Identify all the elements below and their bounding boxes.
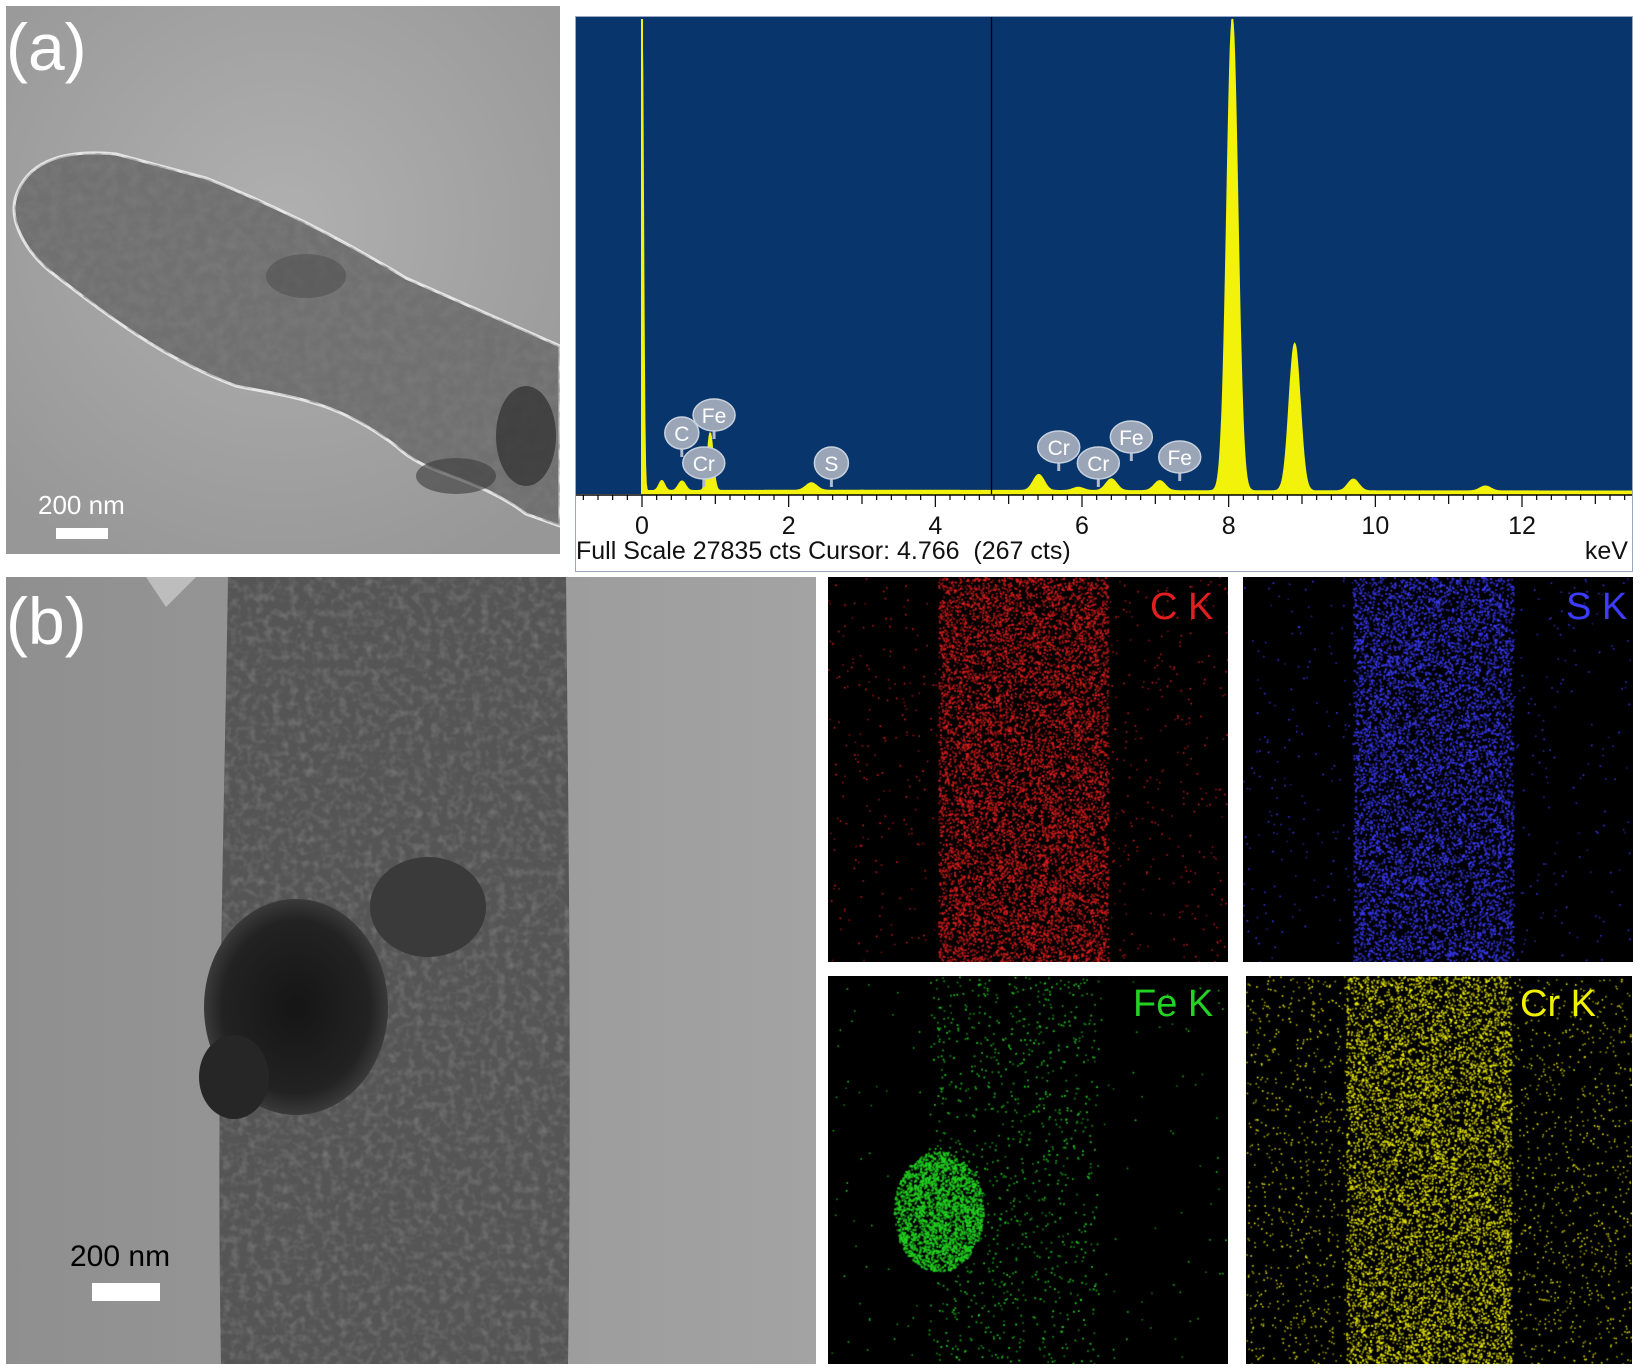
x-tick-label: 8 <box>1222 512 1236 540</box>
eds-spectrum: 0 2 4 6 8 10 12 C Fe Cr S Cr Cr Fe Fe Full Scale 27835… <box>575 16 1633 572</box>
scale-bar-a <box>56 528 108 539</box>
tem-image-b-graphic <box>6 577 816 1364</box>
map-c-k <box>828 577 1228 962</box>
map-s-k-label: S K <box>1566 586 1628 628</box>
tem-image-a <box>6 6 560 554</box>
tem-image-a-graphic <box>6 6 560 554</box>
scale-bar-label-b: 200 nm <box>70 1240 171 1273</box>
spectrum-plot-area <box>576 17 1632 494</box>
peak-marker-cr: Cr <box>1036 430 1081 471</box>
eds-spectrum-plot: 0 2 4 6 8 10 12 C Fe Cr S Cr Cr Fe Fe <box>576 17 1633 540</box>
peak-marker-fe: Fe <box>1109 420 1154 461</box>
map-fe-k <box>828 976 1228 1364</box>
map-fe-k-label: Fe K <box>1133 983 1214 1025</box>
x-tick-label: 0 <box>635 512 649 540</box>
map-fe-k-canvas <box>828 976 1228 1364</box>
scale-bar-label-a: 200 nm <box>38 490 125 520</box>
spectrum-footer: Full Scale 27835 cts Cursor: 4.766 (267 … <box>576 537 1071 565</box>
scale-bar-b <box>92 1283 160 1301</box>
svg-text:Cr: Cr <box>693 453 715 476</box>
svg-text:S: S <box>824 453 838 476</box>
map-c-k-label: C K <box>1150 586 1214 628</box>
map-cr-k-canvas <box>1246 976 1632 1364</box>
x-tick-label: 4 <box>928 512 942 540</box>
svg-text:Fe: Fe <box>702 405 727 428</box>
peak-marker-c: C <box>664 416 700 457</box>
svg-text:Cr: Cr <box>1048 437 1070 460</box>
x-tick-label: 6 <box>1075 512 1089 540</box>
x-tick-label: 10 <box>1361 512 1389 540</box>
map-cr-k <box>1246 976 1632 1364</box>
svg-text:Fe: Fe <box>1119 427 1144 450</box>
map-c-k-canvas <box>828 577 1228 962</box>
panel-b-label: (b) <box>6 584 87 658</box>
spectrum-trace <box>641 18 1633 495</box>
map-s-k <box>1243 577 1633 962</box>
peak-marker-fe: Fe <box>692 398 736 439</box>
map-cr-k-label: Cr K <box>1520 983 1596 1025</box>
svg-text:C: C <box>674 423 689 446</box>
svg-text:Cr: Cr <box>1087 453 1109 476</box>
svg-text:Fe: Fe <box>1167 447 1192 470</box>
panel-a-label: (a) <box>6 10 87 84</box>
tem-image-b <box>6 577 816 1364</box>
peak-marker-cr: Cr <box>682 446 726 487</box>
x-tick-label: 2 <box>782 512 796 540</box>
x-tick-label: 12 <box>1508 512 1536 540</box>
peak-marker-fe: Fe <box>1157 440 1202 481</box>
map-s-k-canvas <box>1243 577 1633 962</box>
peak-marker-cr: Cr <box>1076 446 1121 487</box>
peak-marker-s: S <box>813 446 850 487</box>
spectrum-unit: keV <box>1584 537 1628 565</box>
